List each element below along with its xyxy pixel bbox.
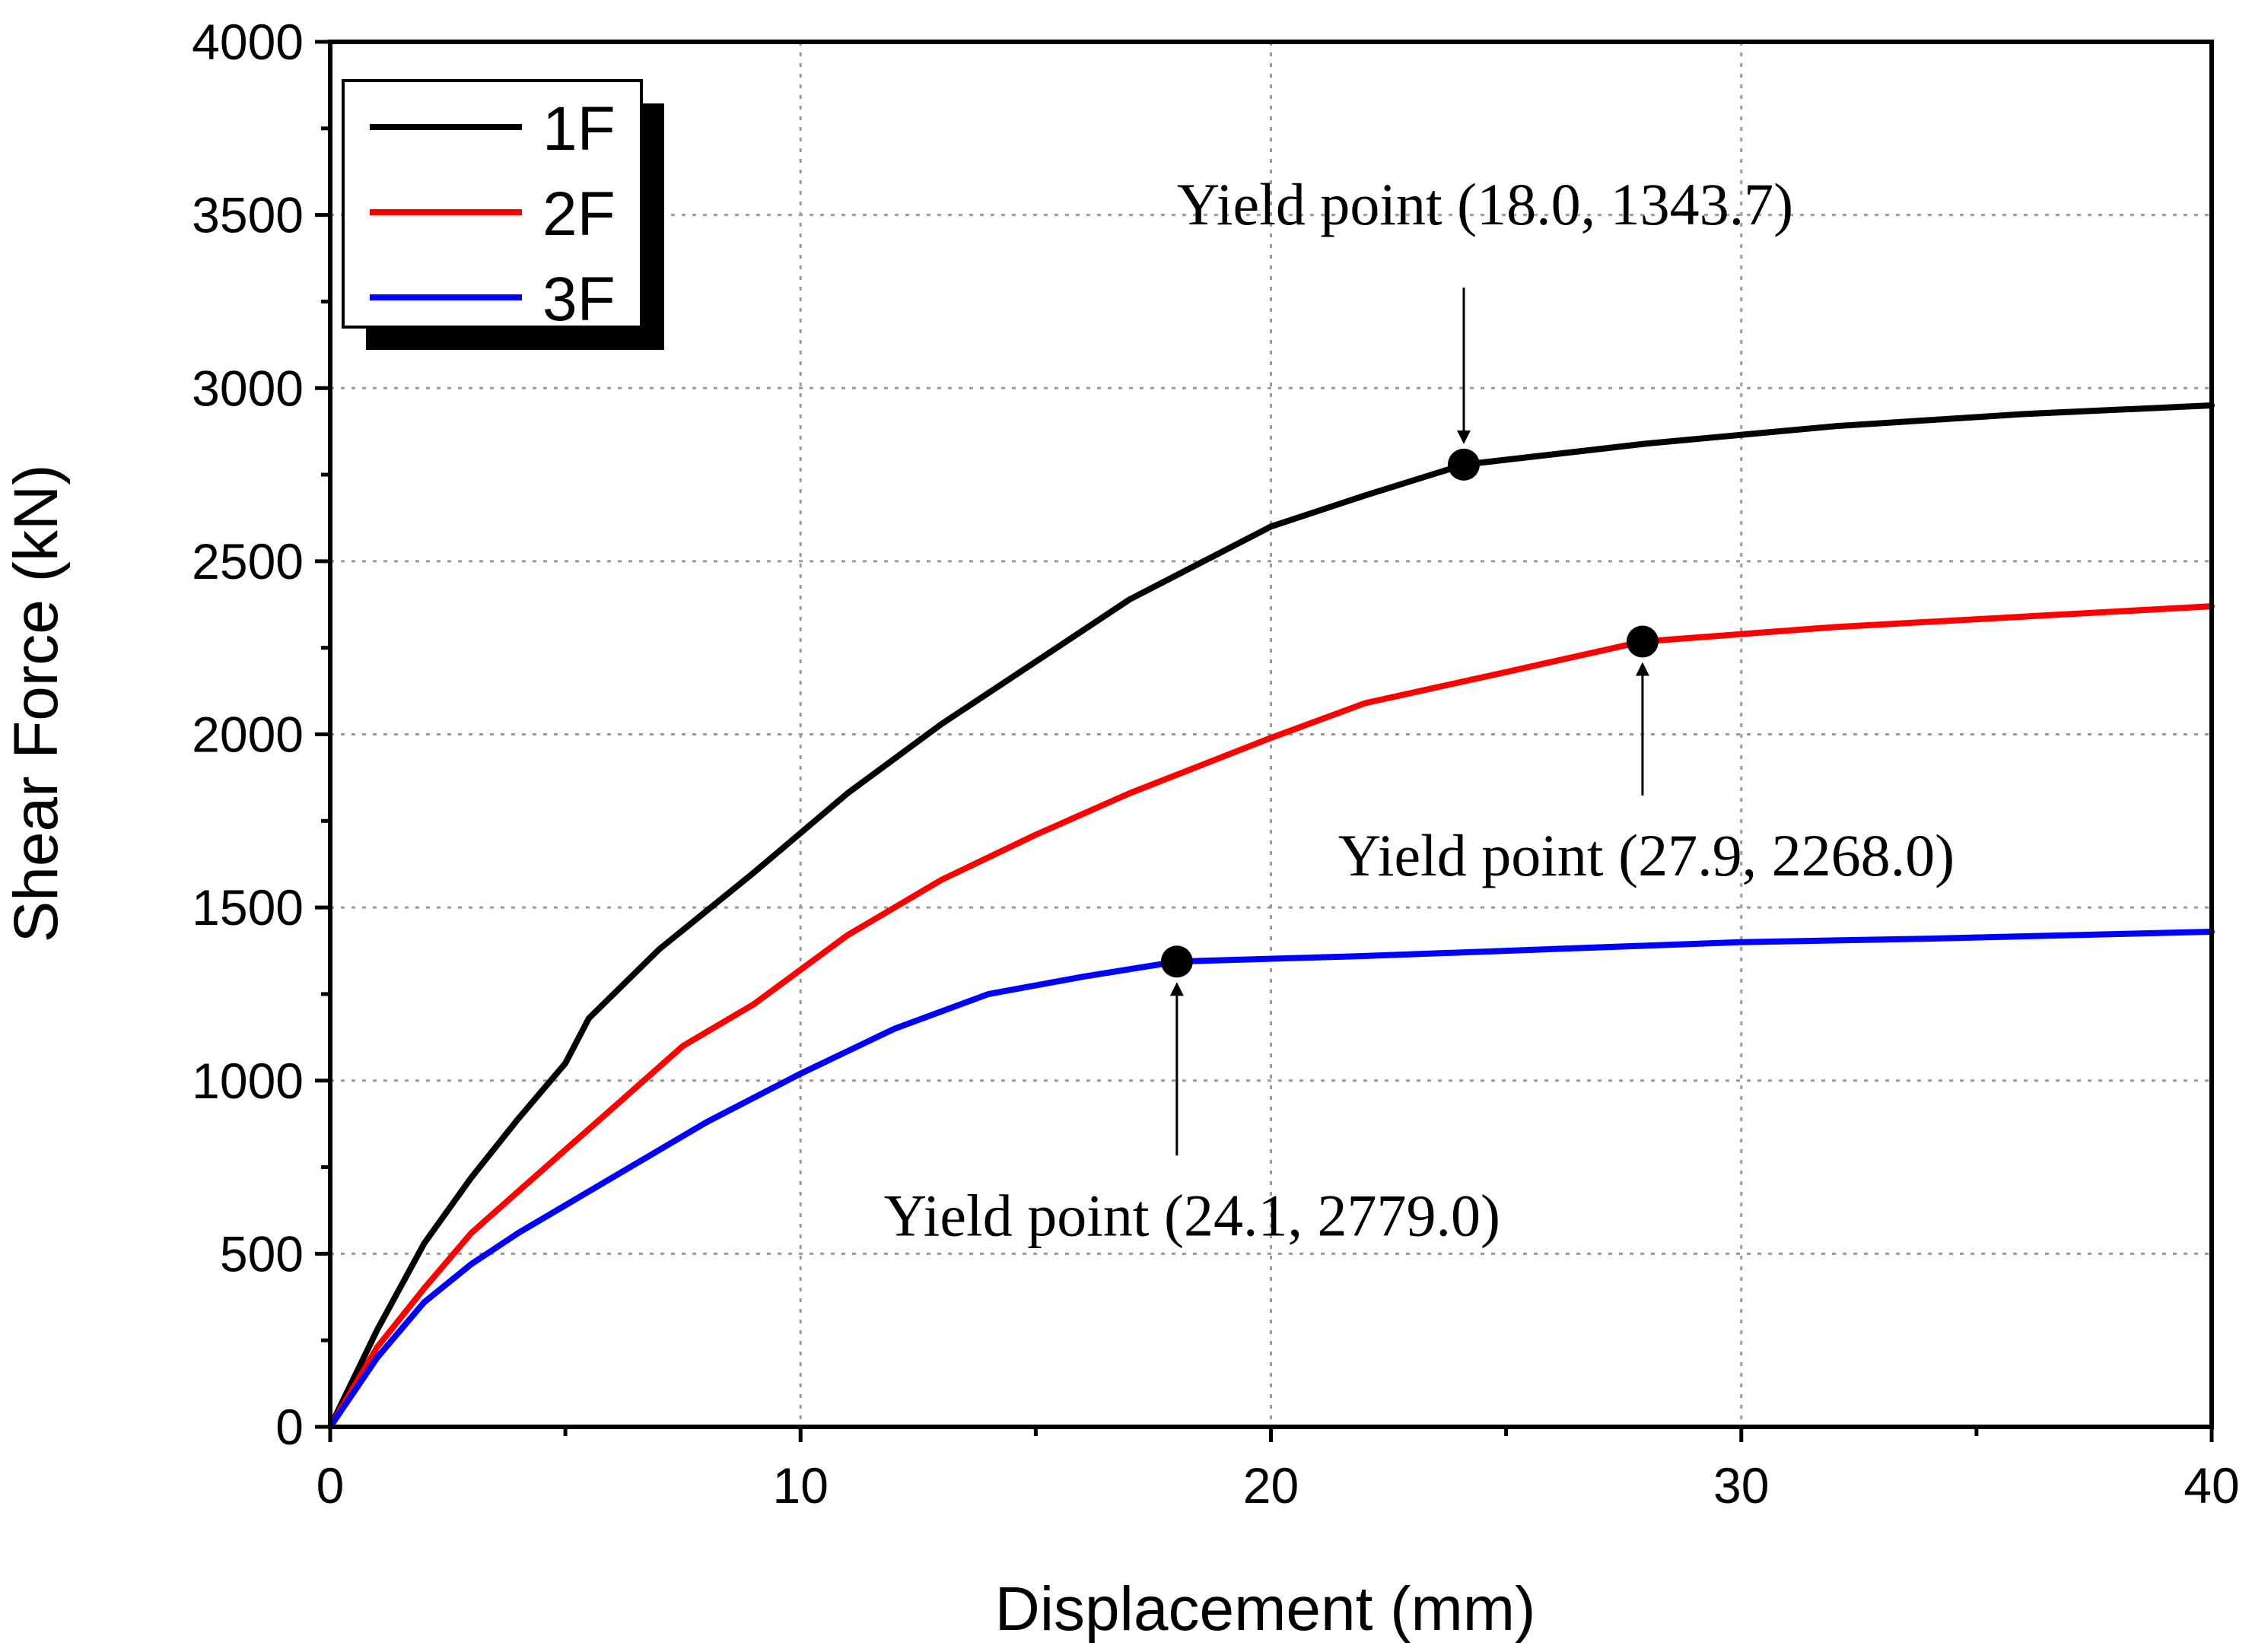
- legend-label-1f: 1F: [542, 94, 615, 164]
- legend-label-3f: 3F: [542, 265, 615, 334]
- x-axis-title: Displacement (mm): [995, 1574, 1536, 1644]
- annotation-label-2f: Yield point (27.9, 2268.0): [1338, 822, 1955, 888]
- y-tick-label: 4000: [192, 14, 304, 70]
- grid-lines: [330, 42, 2212, 1427]
- yield-marker-2f: [1626, 625, 1659, 658]
- annotation-label-1f: Yield point (18.0, 1343.7): [1177, 171, 1793, 237]
- y-tick-label: 3500: [192, 187, 304, 243]
- annotation-label-3f: Yield point (24.1, 2779.0): [884, 1182, 1500, 1248]
- y-tick-label: 500: [220, 1225, 304, 1282]
- legend-box: [342, 79, 643, 329]
- y-axis-title: Shear Force (kN): [2, 465, 71, 943]
- x-tick-label: 30: [1713, 1457, 1769, 1514]
- y-tick-label: 3000: [192, 360, 304, 416]
- series-line-2f: [327, 603, 2215, 1430]
- x-tick-label: 10: [773, 1457, 829, 1514]
- legend-label-2f: 2F: [542, 179, 615, 249]
- tick-labels: 0 10 20 30 40 0 500 1000 1500 2000 2500 3000 3500 400…: [192, 14, 2240, 1514]
- y-tick-label: 2500: [192, 533, 304, 589]
- y-tick-label: 0: [275, 1399, 304, 1455]
- series-line-3f: [327, 929, 2215, 1430]
- annotations: Yield point (18.0, 1343.7) Yield point (2…: [884, 171, 1955, 1248]
- axis-ticks: [315, 40, 2214, 1442]
- x-tick-label: 20: [1243, 1457, 1299, 1514]
- yield-marker-1f: [1447, 448, 1480, 481]
- yield-markers: [1160, 448, 1659, 978]
- series-lines: [327, 402, 2215, 1430]
- y-tick-label: 1000: [192, 1053, 304, 1109]
- x-tick-label: 40: [2184, 1457, 2239, 1514]
- x-tick-label: 0: [316, 1457, 345, 1514]
- series-line-1f: [327, 402, 2215, 1430]
- yield-marker-3f: [1160, 945, 1193, 978]
- y-tick-label: 2000: [192, 707, 304, 763]
- legend: 1F 2F 3F: [342, 79, 664, 350]
- y-tick-label: 1500: [192, 879, 304, 936]
